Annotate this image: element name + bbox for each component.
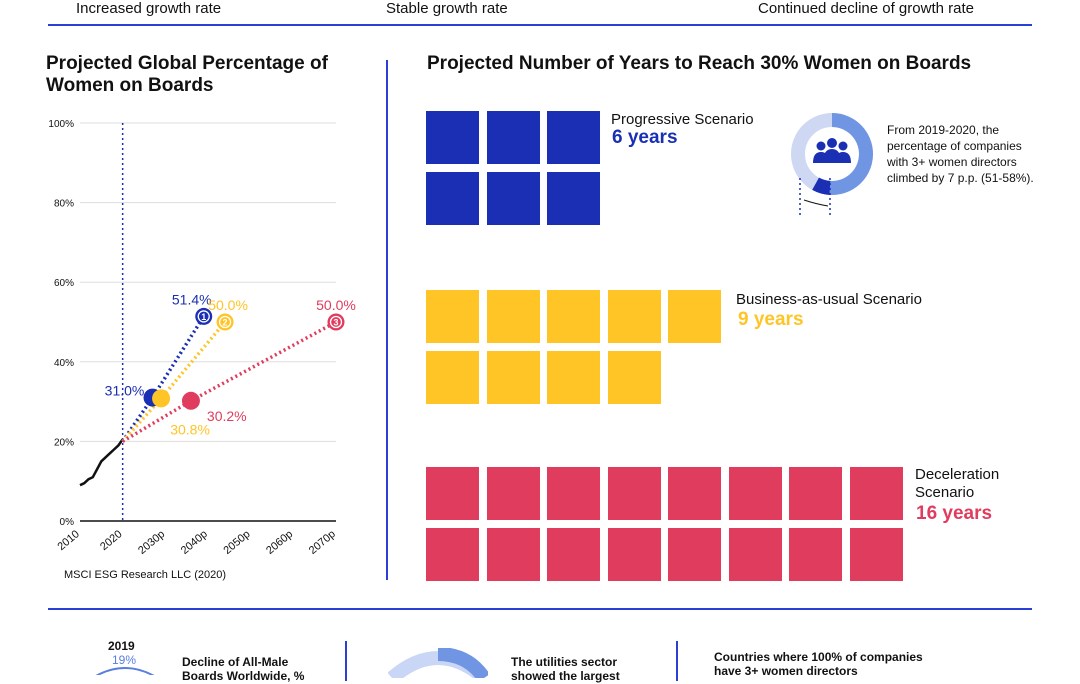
year-square — [668, 290, 721, 343]
historical-line — [79, 438, 124, 487]
year-square — [486, 290, 540, 343]
x-tick-label: 2070p — [307, 528, 338, 557]
x-tick-label: 2040p — [179, 528, 210, 557]
header-divider — [48, 24, 1032, 26]
year-square — [547, 467, 600, 520]
year-square — [547, 111, 600, 164]
end-point-ring-2 — [218, 315, 232, 329]
x-tick-label: 2010 — [55, 528, 81, 553]
lower-divider — [48, 608, 1032, 610]
bau-years: 9 years — [738, 309, 804, 330]
year-square — [789, 467, 842, 520]
start-point-2 — [152, 389, 171, 408]
x-tick-label: 2020 — [98, 528, 124, 553]
allmale-line1: Decline of All-Male — [182, 655, 289, 669]
year-square — [547, 350, 600, 404]
label-start-2: 30.8% — [170, 421, 210, 437]
year-square — [607, 350, 661, 404]
label-end-3: 50.0% — [316, 297, 356, 313]
companies-donut — [791, 113, 873, 218]
bottom-divider-2 — [676, 641, 678, 681]
year-square — [728, 467, 782, 520]
year-square — [607, 290, 661, 343]
allmale-line2: Boards Worldwide, % — [182, 669, 305, 683]
label-start-3: 30.2% — [207, 408, 247, 424]
year-square — [426, 111, 479, 164]
y-tick-label: 0% — [60, 517, 75, 528]
bottom-year: 2019 — [108, 639, 135, 653]
countries-line1: Countries where 100% of companies — [714, 650, 923, 664]
start-point-3 — [181, 391, 200, 410]
header-increased: Increased growth rate — [76, 0, 222, 17]
bottom-divider-1 — [345, 641, 347, 681]
label-end-1: 51.4% — [172, 291, 212, 307]
year-square — [486, 467, 540, 520]
donut-note-1: From 2019-2020, the — [887, 123, 1000, 137]
left-chart-title: Projected Global Percentage of Women on … — [46, 53, 328, 96]
x-tick-label: 2030p — [136, 528, 167, 557]
y-tick-label: 20% — [54, 437, 74, 448]
year-square — [849, 527, 903, 581]
y-tick-label: 60% — [54, 278, 74, 289]
y-tick-label: 80% — [54, 199, 74, 210]
header-stable: Stable growth rate — [386, 0, 508, 17]
right-chart-title: Projected Number of Years to Reach 30% W… — [427, 53, 972, 74]
year-square — [547, 527, 600, 581]
year-square — [426, 350, 479, 404]
year-square — [426, 527, 479, 581]
bau-scenario-label: Business-as-usual Scenario — [736, 291, 922, 308]
chart-source: MSCI ESG Research LLC (2020) — [64, 569, 227, 581]
projection-line-1 — [121, 315, 206, 443]
year-square — [668, 467, 721, 520]
year-square — [849, 467, 903, 520]
year-square — [426, 290, 479, 343]
year-square — [728, 527, 782, 581]
utilities-line2: showed the largest — [511, 669, 620, 683]
x-tick-label: 2060p — [264, 528, 295, 557]
end-point-ring-1 — [197, 310, 210, 323]
year-square — [426, 467, 479, 520]
section-divider — [386, 60, 388, 580]
label-start-1: 31.0% — [105, 383, 145, 399]
year-square — [486, 350, 540, 404]
deceleration-years: 16 years — [916, 503, 993, 524]
donut-note-2: percentage of companies — [887, 139, 1022, 153]
year-square — [789, 527, 842, 581]
bottom-donut-mid — [388, 648, 488, 678]
deceleration-scenario-label-1: Deceleration — [915, 466, 1000, 483]
deceleration-scenario-label-2: Scenario — [915, 484, 975, 501]
progressive-scenario-label: Progressive Scenario — [611, 111, 754, 128]
bottom-donut-left — [95, 667, 155, 675]
line-chart: 0% 20% 40% 60% 80% 100% 2010 2020 2030p 2040p 2050… — [48, 119, 356, 557]
year-square — [486, 111, 540, 164]
donut-note-4: climbed by 7 p.p. (51-58%). — [887, 171, 1034, 185]
end-point-number-2: 2 — [223, 318, 228, 328]
year-square — [426, 171, 479, 225]
x-tick-label: 2050p — [221, 528, 252, 557]
utilities-line1: The utilities sector — [511, 655, 618, 669]
people-group-icon — [813, 138, 851, 163]
year-square — [547, 290, 600, 343]
year-square — [547, 171, 600, 225]
header-decline: Continued decline of growth rate — [758, 0, 974, 17]
donut-note-3: with 3+ women directors — [887, 155, 1017, 169]
y-tick-label: 40% — [54, 358, 74, 369]
year-square — [607, 467, 661, 520]
year-square — [486, 171, 540, 225]
bottom-pct: 19% — [112, 653, 137, 667]
projection-line-3 — [121, 320, 337, 443]
year-square — [486, 527, 540, 581]
year-square — [668, 527, 721, 581]
label-end-2: 50.0% — [208, 297, 248, 313]
progressive-years: 6 years — [612, 127, 678, 148]
y-tick-label: 100% — [48, 119, 74, 130]
countries-line2: have 3+ women directors — [714, 664, 858, 678]
end-point-number-1: 1 — [201, 312, 206, 322]
year-square — [607, 527, 661, 581]
end-point-number-3: 3 — [333, 318, 338, 328]
end-point-ring-3 — [329, 315, 343, 329]
